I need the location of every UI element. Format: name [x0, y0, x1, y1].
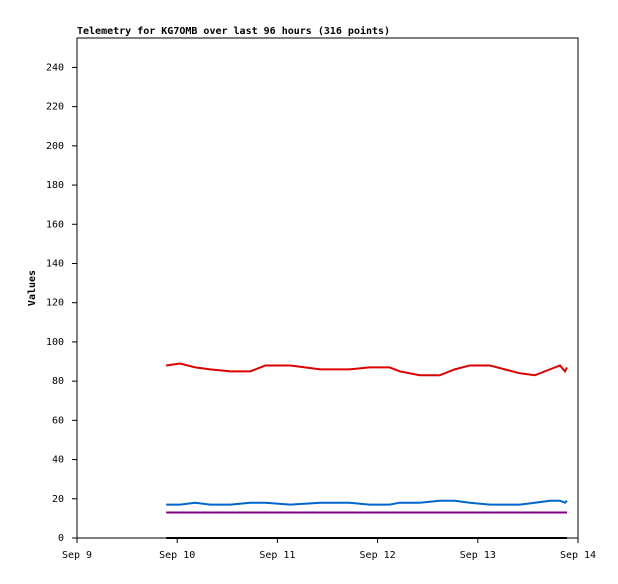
- x-tick-label: Sep 10: [159, 550, 195, 561]
- series-line: [166, 499, 568, 506]
- x-tick-label: Sep 11: [259, 550, 295, 561]
- x-tick-label: Sep 13: [460, 550, 496, 561]
- y-axis-label: Values: [27, 270, 38, 306]
- y-tick-label: 140: [46, 258, 64, 269]
- y-tick-label: 40: [52, 455, 64, 466]
- y-tick-label: 220: [46, 102, 64, 113]
- chart-title: Telemetry for KG7OMB over last 96 hours …: [77, 25, 390, 37]
- y-tick-label: 0: [58, 533, 64, 544]
- y-tick-label: 60: [52, 415, 64, 426]
- x-tick-label: Sep 14: [560, 550, 596, 561]
- y-tick-label: 160: [46, 219, 64, 230]
- y-tick-label: 80: [52, 376, 64, 387]
- y-tick-label: 180: [46, 180, 64, 191]
- x-tick-label: Sep 12: [360, 550, 396, 561]
- x-tick-label: Sep 9: [62, 550, 92, 561]
- y-tick-label: 100: [46, 337, 64, 348]
- y-tick-label: 120: [46, 298, 64, 309]
- y-tick-label: 200: [46, 141, 64, 152]
- y-tick-label: 240: [46, 62, 64, 73]
- series-line: [166, 362, 568, 377]
- plot-frame: [76, 37, 579, 539]
- y-tick-label: 20: [52, 494, 64, 505]
